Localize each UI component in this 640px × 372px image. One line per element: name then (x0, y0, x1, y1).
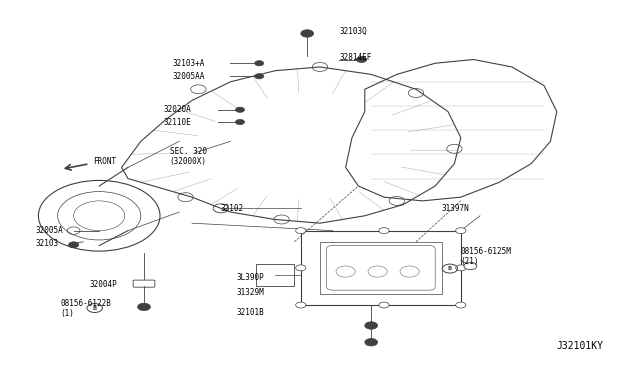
Text: 32102: 32102 (221, 204, 244, 213)
Text: FRONT: FRONT (93, 157, 116, 166)
Circle shape (138, 303, 150, 311)
Text: 32101B: 32101B (237, 308, 264, 317)
Text: 32005A: 32005A (35, 226, 63, 235)
Text: 32020A: 32020A (163, 105, 191, 114)
Circle shape (296, 265, 306, 271)
Text: 32814EF: 32814EF (339, 53, 372, 62)
Circle shape (379, 228, 389, 234)
Circle shape (456, 265, 466, 271)
Circle shape (464, 262, 477, 270)
Text: 31397N: 31397N (442, 204, 469, 213)
Circle shape (456, 302, 466, 308)
Circle shape (301, 30, 314, 37)
Text: 32005AA: 32005AA (173, 72, 205, 81)
Circle shape (255, 61, 264, 66)
Circle shape (365, 339, 378, 346)
Circle shape (236, 107, 244, 112)
Circle shape (365, 322, 378, 329)
Text: 32103+A: 32103+A (173, 59, 205, 68)
Circle shape (456, 228, 466, 234)
Text: 31329M: 31329M (237, 288, 264, 296)
Text: B: B (93, 305, 97, 311)
Text: SEC. 320
(32000X): SEC. 320 (32000X) (170, 147, 207, 166)
Text: 3L390P: 3L390P (237, 273, 264, 282)
Circle shape (379, 302, 389, 308)
Text: J32101KY: J32101KY (557, 341, 604, 351)
Text: 32103Q: 32103Q (339, 27, 367, 36)
Text: 08156-6122B
(1): 08156-6122B (1) (61, 299, 111, 318)
Circle shape (236, 119, 244, 125)
Circle shape (296, 228, 306, 234)
Circle shape (68, 242, 79, 248)
Text: 32110E: 32110E (163, 118, 191, 126)
Text: 08156-6125M
(21): 08156-6125M (21) (461, 247, 511, 266)
Text: B: B (448, 266, 452, 271)
Text: 32004P: 32004P (90, 280, 117, 289)
Circle shape (255, 74, 264, 79)
Circle shape (296, 302, 306, 308)
Circle shape (356, 57, 367, 62)
Text: 32103: 32103 (35, 239, 58, 248)
